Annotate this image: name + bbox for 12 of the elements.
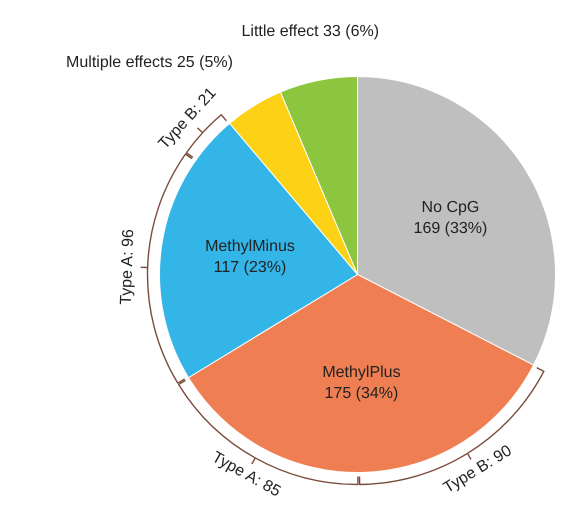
data-label: 117 (23%) [212, 258, 288, 278]
text: Type B: 90 [440, 442, 515, 498]
text: Type A: 96 [117, 228, 137, 305]
text: Type B: 21 [155, 84, 220, 153]
slice-label: Multiple effects 25 (5%) [66, 54, 233, 72]
slice-label: Little effect 33 (6%) [241, 23, 380, 42]
data-label: 169 (33%) [414, 218, 488, 239]
slice-label: MethylMinus [205, 237, 295, 258]
text: Type A: 85 [208, 449, 283, 501]
slice-label: MethylPlus [322, 363, 401, 384]
slice-label: No CpG [420, 198, 480, 218]
data-label: 175 (34%) [324, 384, 400, 404]
